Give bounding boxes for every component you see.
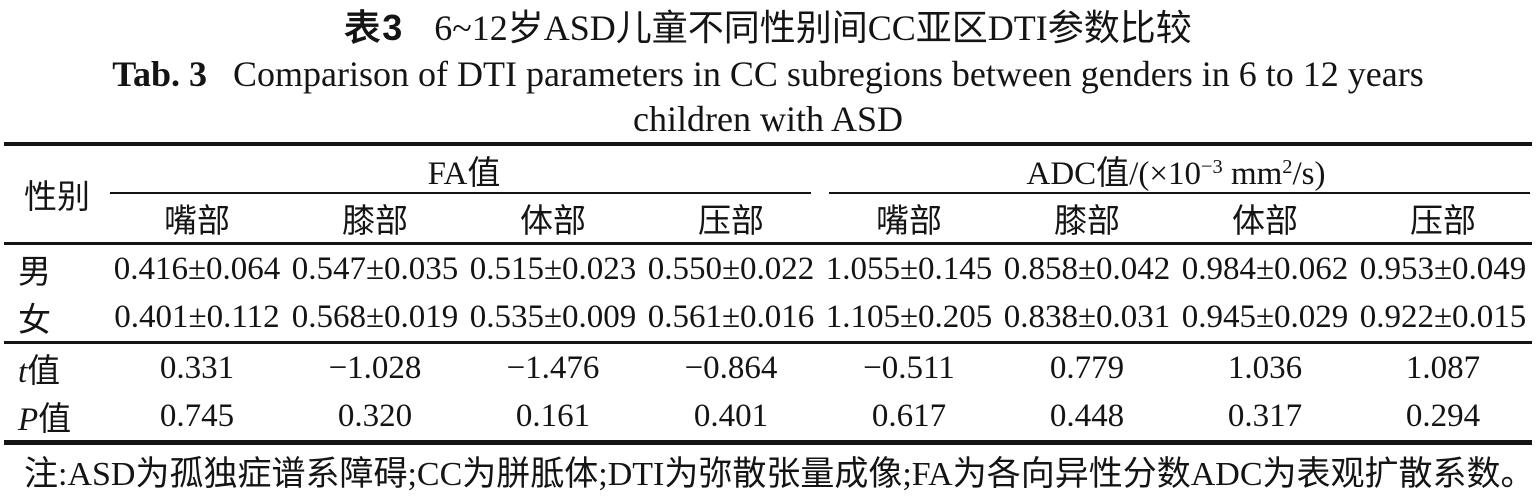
row-label-text: 值 [38,402,72,438]
cell-t-fa-rostrum: 0.331 [159,349,235,386]
cell-female-fa-genu: 0.568±0.019 [291,298,459,335]
col-header-gender: 性别 [4,144,108,245]
subheader-fa-body: 体部 [464,194,642,245]
table-row-male: 男 0.416±0.064 0.547±0.035 0.515±0.023 0.… [4,244,1532,294]
table-row-p-value: P值 0.745 0.320 0.161 0.401 0.617 0.448 0… [4,392,1532,443]
cell-male-adc-body: 0.984±0.062 [1181,250,1349,287]
caption-en: Tab. 3 Comparison of DTI parameters in CC… [0,51,1536,97]
subheader-row: 嘴部 膝部 体部 压部 嘴部 膝部 体部 压部 [4,194,1533,245]
subheader-fa-splenium: 压部 [642,194,820,245]
dti-comparison-table: 性别 FA值 ADC值/(×10−3 mm2/s) 嘴部 膝部 体部 压部 嘴部… [4,142,1533,445]
cell-t-adc-genu: 0.779 [1049,349,1125,386]
caption-en-line2: children with ASD [633,99,903,139]
cell-female-adc-body: 0.945±0.029 [1181,298,1349,335]
cell-female-adc-genu: 0.838±0.031 [1003,298,1171,335]
group-header-fa-label: FA值 [427,156,501,192]
cell-p-adc-genu: 0.448 [1049,397,1125,434]
caption-en-text: Comparison of DTI parameters in CC subre… [233,54,1424,94]
row-label-italic: P [18,402,39,438]
adc-group-rule [829,192,1531,194]
row-label-text: 值 [27,354,61,390]
cell-female-fa-rostrum: 0.401±0.112 [114,298,280,335]
table-row-t-value: t值 0.331 −1.028 −1.476 −0.864 −0.511 0.7… [4,343,1532,393]
cell-female-adc-rostrum: 1.105±0.205 [825,298,993,335]
caption-zh-text: 6~12岁ASD儿童不同性别间CC亚区DTI参数比较 [434,8,1192,48]
cell-t-adc-rostrum: −0.511 [863,349,955,386]
cell-p-adc-body: 0.317 [1227,397,1303,434]
subheader-adc-rostrum: 嘴部 [820,194,998,245]
cell-female-fa-splenium: 0.561±0.016 [647,298,815,335]
subheader-adc-genu: 膝部 [998,194,1176,245]
row-label-male: 男 [4,244,108,294]
cell-male-fa-splenium: 0.550±0.022 [647,250,815,287]
row-label-text: 男 [18,255,51,291]
table-note: 注:ASD为孤独症谱系障碍;CC为胼胝体;DTI为弥散张量成像;FA为各向异性分… [24,456,1535,493]
group-header-row: 性别 FA值 ADC值/(×10−3 mm2/s) [4,144,1532,245]
cell-p-adc-rostrum: 0.617 [871,397,947,434]
row-label-female: 女 [4,293,108,343]
caption-zh: 表3 6~12岁ASD儿童不同性别间CC亚区DTI参数比较 [0,5,1536,51]
row-label-t: t值 [4,343,108,393]
subheader-fa-rostrum: 嘴部 [108,194,286,245]
adc-unit-exponent: 2 [1282,155,1293,178]
subheader-adc-body: 体部 [1176,194,1354,245]
caption-zh-label: 表3 [344,7,405,48]
caption-en-label: Tab. 3 [112,54,207,94]
cell-p-fa-body: 0.161 [515,397,591,434]
cell-p-fa-genu: 0.320 [337,397,413,434]
table-caption: 表3 6~12岁ASD儿童不同性别间CC亚区DTI参数比较 Tab. 3 Compa… [0,0,1536,141]
group-header-adc-label: ADC值/(×10−3 mm2/s) [1027,156,1326,192]
fa-group-rule [110,192,811,194]
group-header-fa-cell: FA值 [108,144,820,194]
cell-t-adc-body: 1.036 [1227,349,1303,386]
cell-p-fa-splenium: 0.401 [693,397,769,434]
adc-label-prefix: ADC值/(×10 [1026,156,1201,192]
adc-exponent: −3 [1200,155,1223,178]
cell-female-adc-splenium: 0.922±0.015 [1359,298,1527,335]
cell-t-fa-genu: −1.028 [328,349,422,386]
cell-female-fa-body: 0.535±0.009 [469,298,637,335]
adc-label-unit: mm [1222,156,1283,192]
row-label-text: 女 [18,303,51,339]
cell-t-fa-body: −1.476 [506,349,600,386]
cell-p-adc-splenium: 0.294 [1405,397,1481,434]
table-row-female: 女 0.401±0.112 0.568±0.019 0.535±0.009 0.… [4,293,1533,343]
cell-t-adc-splenium: 1.087 [1405,349,1481,386]
cell-male-fa-genu: 0.547±0.035 [291,250,459,287]
adc-label-suffix: /s) [1292,156,1326,192]
group-header-adc-cell: ADC值/(×10−3 mm2/s) [820,144,1532,194]
cell-t-fa-splenium: −0.864 [684,349,778,386]
cell-male-fa-rostrum: 0.416±0.064 [113,250,281,287]
cell-male-adc-splenium: 0.953±0.049 [1359,250,1527,287]
cell-male-adc-genu: 0.858±0.042 [1003,250,1171,287]
row-label-italic: t [18,354,28,390]
cell-male-fa-body: 0.515±0.023 [469,250,637,287]
cell-male-adc-rostrum: 1.055±0.145 [825,250,993,287]
subheader-fa-genu: 膝部 [286,194,464,245]
subheader-adc-splenium: 压部 [1354,194,1533,245]
row-label-p: P值 [4,392,108,443]
cell-p-fa-rostrum: 0.745 [159,397,235,434]
